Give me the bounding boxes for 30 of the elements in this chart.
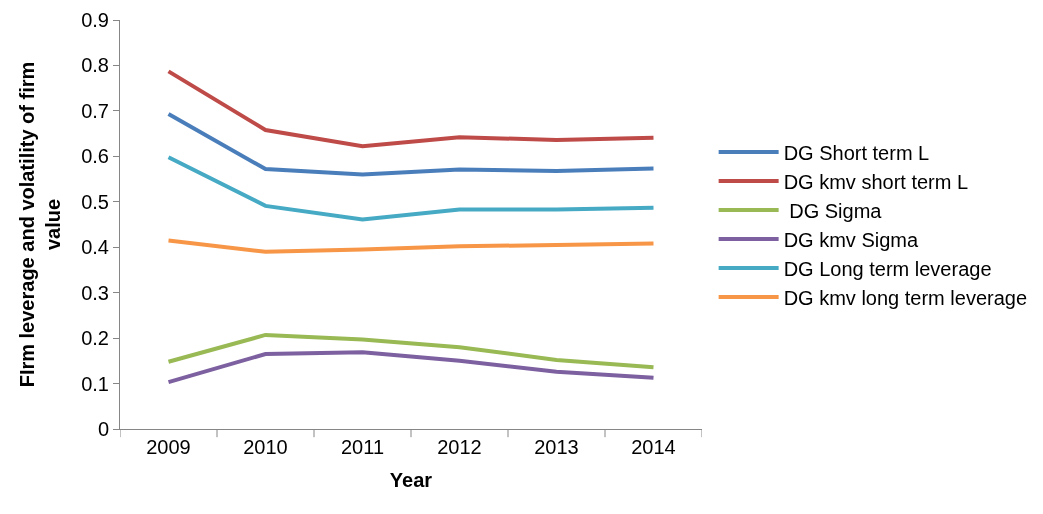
y-axis-title: FIrm leverage and volatility of firm value (15, 61, 64, 388)
y-tick-label: 0.5 (81, 190, 109, 213)
y-tick-label: 0 (97, 418, 109, 440)
line-series (166, 155, 656, 222)
x-tick-label: 2011 (340, 436, 385, 458)
y-tick-label: 0.3 (81, 281, 109, 304)
legend-label: DG kmv short term L (783, 170, 969, 193)
y-tick-label: 0.1 (81, 372, 109, 395)
legend-label: DG Long term leverage (783, 257, 992, 280)
y-tick-label: 0.2 (81, 327, 109, 350)
line-series (166, 238, 656, 254)
y-tick-label: 0.9 (81, 9, 109, 31)
line-series (166, 112, 656, 177)
legend-label: DG kmv Sigma (783, 228, 919, 251)
y-tick-label: 0.6 (81, 145, 109, 168)
line-series (166, 332, 656, 370)
legend-label: DG Sigma (783, 199, 883, 222)
line-series (166, 350, 656, 385)
x-tick-label: 2009 (146, 436, 191, 458)
legend-label: DG kmv long term leverage (783, 286, 1028, 309)
x-tick-label: 2013 (534, 436, 579, 458)
y-tick-label: 0.4 (81, 236, 109, 259)
y-tick-label: 0.8 (81, 54, 109, 77)
x-tick-label: 2010 (243, 436, 288, 458)
legend-label: DG Short term L (783, 141, 930, 164)
x-tick-label: 2012 (437, 436, 482, 458)
x-axis-title: Year (389, 468, 433, 491)
y-tick-label: 0.7 (81, 99, 109, 122)
line-series (166, 69, 656, 149)
x-tick-label: 2014 (631, 436, 676, 458)
